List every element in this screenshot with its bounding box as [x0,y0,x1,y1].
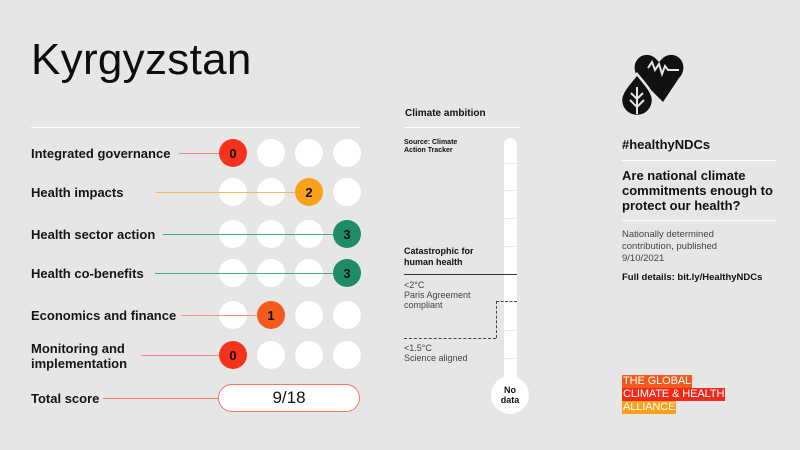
score-dot-empty [333,341,361,369]
catastrophic-threshold-line [404,274,517,275]
row-connector [179,153,219,154]
alliance-logo: THE GLOBAL CLIMATE & HEALTH ALLIANCE [622,375,726,414]
score-dot-empty [257,341,285,369]
alliance-line: ALLIANCE [622,401,677,414]
score-dot-empty [333,139,361,167]
ndc-info: Nationally determined contribution, publ… [622,229,782,265]
divider [622,220,776,221]
row-label: Health co-benefits [31,266,144,281]
ndc-date: 9/10/2021 [622,253,665,264]
bulb-text: data [500,395,520,405]
label-line: <2°C [404,280,425,290]
divider [622,160,776,161]
bulb-text: No [504,385,516,395]
heart-pulse-leaf-icon [619,54,684,116]
hashtag: #healthyNDCs [622,137,711,152]
row-connector [141,355,219,356]
total-score-value: 9/18 [272,388,306,407]
headline-question: Are national climate commitments enough … [622,168,773,213]
label-line: compliant [404,300,443,310]
score-dot-empty [295,301,323,329]
score-dot-filled: 3 [333,220,361,248]
source-line: Action Tracker [404,147,453,154]
label-line: Paris Agreement [404,290,471,300]
score-dot-empty [295,341,323,369]
divider [404,127,520,128]
thermometer-tick [504,218,517,219]
thermometer-tick [504,190,517,191]
paris-label: <2°C Paris Agreement compliant [404,280,471,310]
label-line: human health [404,257,463,267]
score-dot-empty [333,178,361,206]
thermometer-tick [504,358,517,359]
country-title: Kyrgyzstan [31,35,252,84]
row-connector [163,234,333,235]
label-line: <1.5°C [404,343,432,353]
total-score-label: Total score [31,391,100,406]
row-label: Health impacts [31,185,124,200]
row-label: Health sector action [31,227,156,242]
row-label-line: Monitoring and [31,341,125,356]
score-dot-empty [257,139,285,167]
ndc-line: Nationally determined [622,229,714,240]
thermometer-tube [504,138,517,388]
row-connector [155,273,333,274]
thermometer-tick [504,246,517,247]
label-line: Science aligned [404,353,468,363]
score-dot-filled: 2 [295,178,323,206]
score-dot-filled: 1 [257,301,285,329]
alliance-line: CLIMATE & HEALTH [622,388,726,401]
score-dot-filled: 0 [219,139,247,167]
science-label: <1.5°C Science aligned [404,343,468,363]
score-dot-empty [333,301,361,329]
paris-threshold-line [496,301,517,302]
row-label: Economics and finance [31,308,177,323]
thermometer-bulb: No data [491,376,529,414]
climate-ambition-source: Source: Climate Action Tracker [404,139,457,155]
paris-threshold-line [496,301,497,338]
row-label: Monitoring and implementation [31,341,127,371]
thermometer-tick [504,163,517,164]
label-line: Catastrophic for [404,246,474,256]
ndc-line: contribution, published [622,241,718,252]
row-connector [181,315,257,316]
score-dot-filled: 0 [219,341,247,369]
row-label-line: implementation [31,356,128,371]
divider [31,127,360,128]
alliance-line: THE GLOBAL [622,375,693,388]
score-dot-filled: 3 [333,259,361,287]
row-connector [156,192,295,193]
full-details-link[interactable]: Full details: bit.ly/HealthyNDCs [622,272,763,283]
row-label: Integrated governance [31,146,171,161]
science-threshold-line [404,338,496,339]
thermometer-tick [504,330,517,331]
source-line: Source: Climate [404,139,458,146]
catastrophic-label: Catastrophic for human health [404,246,474,268]
total-score-box: 9/18 [218,384,360,412]
score-dot-empty [295,139,323,167]
total-score-connector [103,398,218,399]
climate-ambition-title: Climate ambition [405,108,486,119]
